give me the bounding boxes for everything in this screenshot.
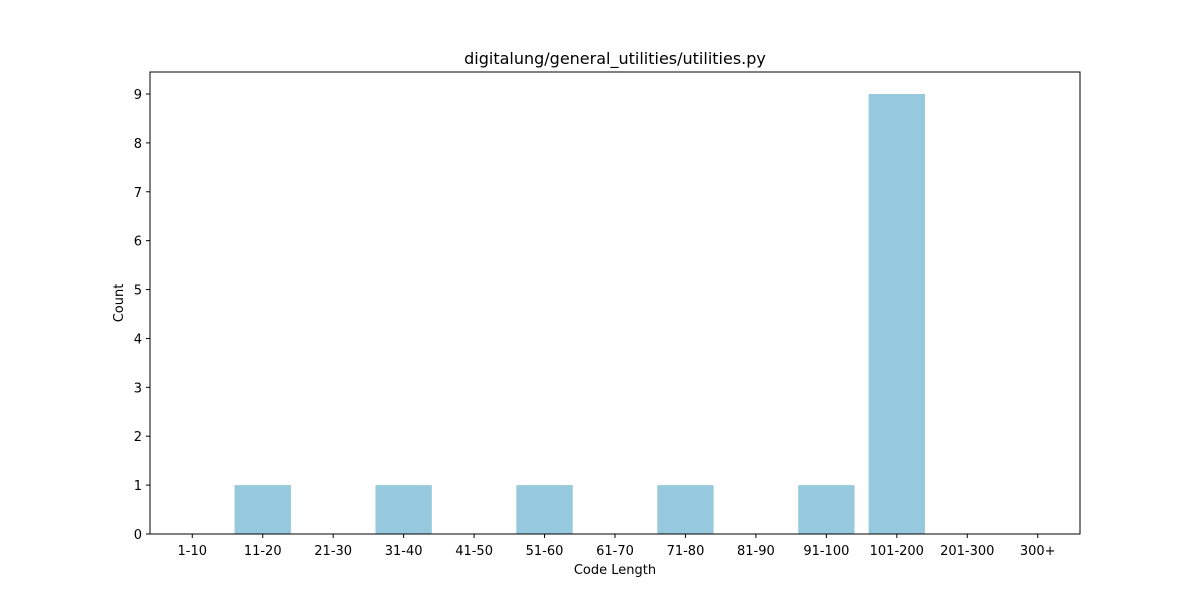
y-axis: 0 1 2 3 4 5 6 7 8 9 xyxy=(134,88,150,543)
x-tick-label: 11-20 xyxy=(244,544,282,559)
x-axis-label: Code Length xyxy=(574,563,656,578)
y-tick-label: 7 xyxy=(134,186,142,201)
y-tick-label: 4 xyxy=(134,332,142,347)
x-tick-label: 31-40 xyxy=(385,544,423,559)
bar-31-40 xyxy=(375,485,432,534)
x-tick-label: 51-60 xyxy=(526,544,564,559)
y-tick-label: 1 xyxy=(134,479,142,494)
x-tick-label: 91-100 xyxy=(803,544,849,559)
y-tick-label: 2 xyxy=(134,430,142,445)
y-axis-label: Count xyxy=(112,284,127,323)
y-tick-label: 8 xyxy=(134,137,142,152)
y-tick-label: 0 xyxy=(134,528,142,543)
chart-title: digitalung/general_utilities/utilities.p… xyxy=(464,49,766,69)
x-tick-label: 81-90 xyxy=(737,544,775,559)
x-tick-label: 201-300 xyxy=(940,544,994,559)
x-tick-label: 41-50 xyxy=(455,544,493,559)
bar-91-100 xyxy=(798,485,855,534)
x-tick-label: 101-200 xyxy=(870,544,924,559)
x-tick-label: 1-10 xyxy=(178,544,208,559)
y-tick-label: 6 xyxy=(134,235,142,250)
y-tick-label: 5 xyxy=(134,284,142,299)
bar-71-80 xyxy=(657,485,714,534)
bars-layer xyxy=(234,94,925,534)
x-axis: 1-10 11-20 21-30 31-40 41-50 51-60 61-70 71-80 8… xyxy=(178,534,1056,559)
bar-101-200 xyxy=(868,94,925,534)
bar-11-20 xyxy=(234,485,291,534)
bar-51-60 xyxy=(516,485,573,534)
y-tick-label: 3 xyxy=(134,381,142,396)
x-tick-label: 21-30 xyxy=(314,544,352,559)
plot-frame xyxy=(149,71,1081,535)
x-tick-label: 300+ xyxy=(1020,544,1056,559)
x-tick-label: 71-80 xyxy=(667,544,705,559)
y-tick-label: 9 xyxy=(134,88,142,103)
x-tick-label: 61-70 xyxy=(596,544,634,559)
